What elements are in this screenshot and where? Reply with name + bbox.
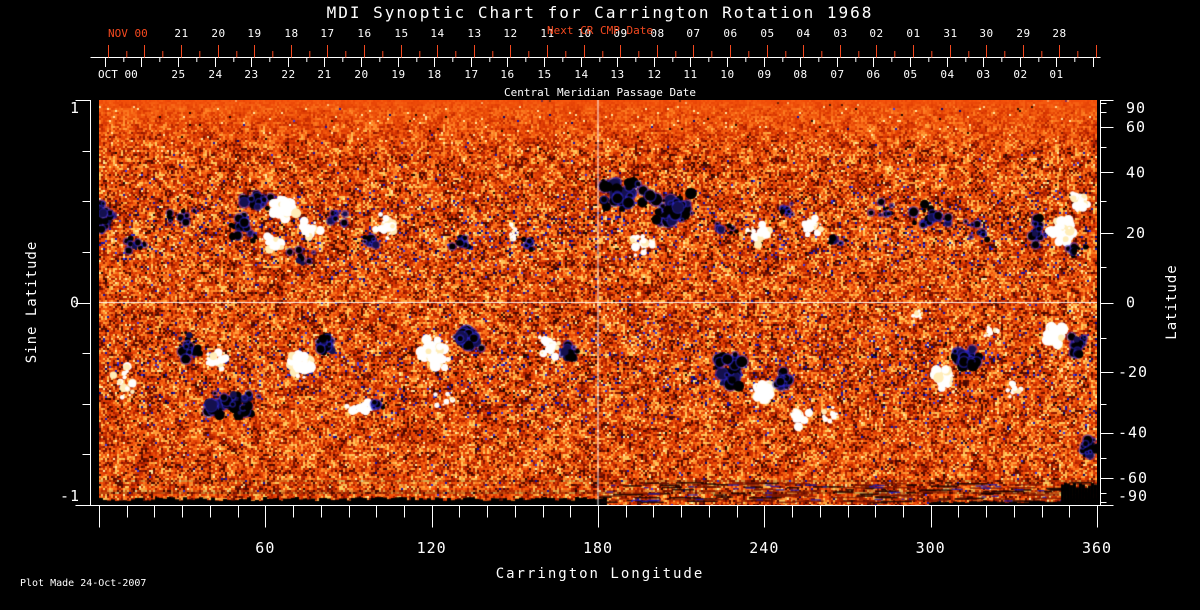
cmp-tick-label: 04 bbox=[940, 68, 954, 81]
cmp-tick-label: 13 bbox=[610, 68, 624, 81]
x-axis-tick-label: 120 bbox=[417, 539, 447, 557]
cmp-tick-label: 22 bbox=[281, 68, 295, 81]
cmp-tick-label: 10 bbox=[720, 68, 734, 81]
x-axis-tick-label: 180 bbox=[583, 539, 613, 557]
right-y-tick-label: -60 bbox=[1118, 469, 1148, 487]
cmp-month-label: OCT 00 bbox=[98, 68, 138, 81]
cmp-tick-label: 02 bbox=[1013, 68, 1027, 81]
right-y-tick-label: 60 bbox=[1126, 118, 1146, 136]
right-y-tick-label: 20 bbox=[1126, 224, 1146, 242]
cmp-tick-label: 21 bbox=[317, 68, 331, 81]
right-y-tick-label: -90 bbox=[1118, 487, 1148, 505]
cmp-tick-label: 24 bbox=[208, 68, 222, 81]
left-y-tick-label: 1 bbox=[70, 99, 80, 117]
cmp-tick-label: 20 bbox=[354, 68, 368, 81]
cmp-tick-label: 15 bbox=[537, 68, 551, 81]
left-y-axis-title: Sine Latitude bbox=[24, 240, 40, 364]
cmp-tick-label: 19 bbox=[391, 68, 405, 81]
right-y-tick-label: 40 bbox=[1126, 163, 1146, 181]
right-y-tick-label: 90 bbox=[1126, 99, 1146, 117]
x-axis-tick-label: 300 bbox=[916, 539, 946, 557]
cmp-tick-label: 01 bbox=[1049, 68, 1063, 81]
cmp-tick-label: 06 bbox=[866, 68, 880, 81]
cmp-tick-label: 23 bbox=[244, 68, 258, 81]
left-y-tick-label: 0 bbox=[70, 294, 80, 312]
right-y-tick-label: -20 bbox=[1118, 363, 1148, 381]
cmp-tick-label: 07 bbox=[830, 68, 844, 81]
cmp-tick-label: 12 bbox=[647, 68, 661, 81]
next-cr-axis-label: Next CR CMP Date bbox=[547, 24, 653, 37]
cmp-tick-label: 16 bbox=[500, 68, 514, 81]
right-y-tick-label: 0 bbox=[1126, 294, 1136, 312]
x-axis-tick-label: 60 bbox=[255, 539, 275, 557]
cmp-tick-label: 08 bbox=[793, 68, 807, 81]
cmp-tick-label: 03 bbox=[976, 68, 990, 81]
cmp-axis-label: Central Meridian Passage Date bbox=[503, 86, 697, 99]
cmp-tick-label: 17 bbox=[464, 68, 478, 81]
cmp-tick-label: 25 bbox=[171, 68, 185, 81]
cmp-tick-label: 14 bbox=[574, 68, 588, 81]
plot-made-annotation: Plot Made 24-Oct-2007 bbox=[20, 578, 147, 589]
cmp-tick-label: 18 bbox=[427, 68, 441, 81]
left-y-tick-label: -1 bbox=[60, 487, 80, 505]
x-axis-tick-label: 240 bbox=[749, 539, 779, 557]
magnetogram-image bbox=[99, 100, 1097, 505]
next-cr-month-label: NOV 00 bbox=[108, 27, 148, 40]
x-axis-tick-label: 360 bbox=[1082, 539, 1112, 557]
cmp-tick-label: 05 bbox=[903, 68, 917, 81]
x-axis-title: Carrington Longitude bbox=[495, 566, 705, 582]
right-y-axis-title: Latitude bbox=[1164, 264, 1180, 340]
right-y-tick-label: -40 bbox=[1118, 424, 1148, 442]
chart-title: MDI Synoptic Chart for Carrington Rotati… bbox=[326, 3, 874, 22]
cmp-tick-label: 09 bbox=[757, 68, 771, 81]
cmp-tick-label: 11 bbox=[683, 68, 697, 81]
